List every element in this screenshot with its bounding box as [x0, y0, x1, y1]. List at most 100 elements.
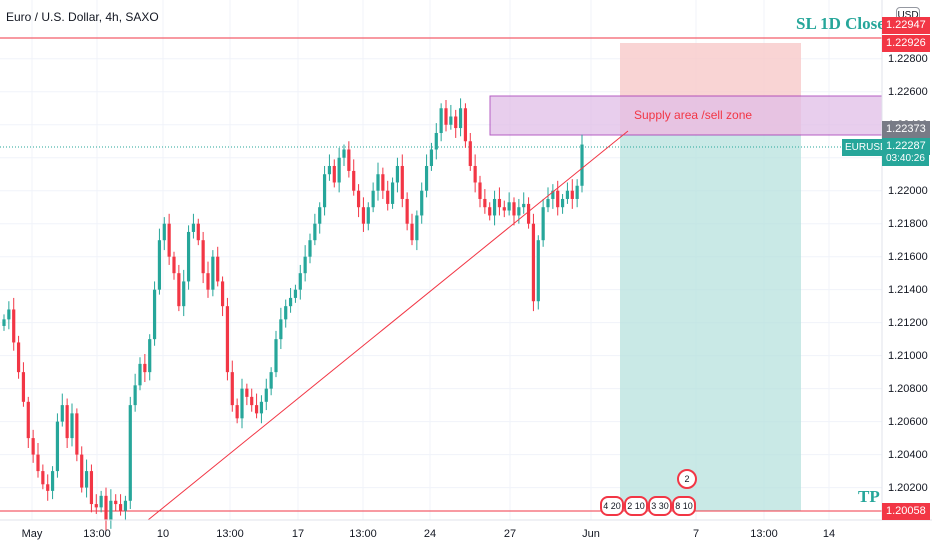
candle-body — [7, 309, 11, 320]
price-tag-last: 1.22287 — [882, 138, 930, 155]
sl-label: SL 1D Close — [796, 14, 885, 33]
time-tick-label: 14 — [822, 528, 836, 540]
candle-body — [434, 132, 438, 150]
event-marker[interactable]: 8 10 — [672, 496, 696, 516]
candle-body — [177, 273, 181, 307]
candle-body — [318, 207, 322, 224]
candle-body — [541, 207, 545, 241]
candle-body — [26, 401, 30, 439]
price-tag-zone: 1.22373 — [882, 121, 930, 138]
candle-body — [250, 396, 254, 406]
supply-zone-label: Supply area /sell zone — [634, 108, 753, 122]
price-tick-label: 1.21600 — [888, 250, 928, 263]
event-marker[interactable]: 2 10 — [624, 496, 648, 516]
candle-body — [390, 182, 395, 204]
candle-body — [556, 190, 560, 208]
candle-body — [80, 454, 84, 488]
candle-body — [84, 471, 89, 488]
candle-body — [230, 372, 234, 406]
candle-body — [405, 198, 409, 224]
price-tick-label: 1.20600 — [888, 415, 928, 428]
candle-body — [31, 438, 35, 455]
candle-body — [410, 223, 414, 241]
candle-body — [497, 198, 502, 208]
price-tick-label: 1.21200 — [888, 316, 928, 329]
candle-body — [196, 223, 200, 241]
candle-body — [269, 372, 273, 389]
candle-body — [531, 223, 536, 302]
tp-label: TP — [858, 487, 880, 506]
event-marker[interactable]: 4 20 — [600, 496, 624, 516]
candle-body — [483, 198, 487, 208]
candle-body — [254, 405, 259, 414]
candle-body — [128, 405, 132, 501]
candle-body — [172, 256, 176, 274]
candle-body — [264, 388, 268, 402]
symbol-tag: EURUSD — [842, 139, 891, 156]
candle-body — [429, 149, 434, 166]
price-tick-label: 1.22000 — [888, 184, 928, 197]
candle-body — [182, 281, 186, 307]
time-tick-label: 24 — [423, 528, 437, 540]
price-tick-label: 1.20800 — [888, 382, 928, 395]
price-tick-label: 1.20200 — [888, 481, 928, 494]
candle-body — [148, 339, 152, 373]
candle-body — [55, 421, 60, 472]
candle-body — [551, 190, 555, 199]
candle-body — [138, 363, 142, 386]
candle-body — [162, 223, 166, 241]
candle-body — [507, 202, 511, 211]
candle-body — [565, 190, 570, 199]
candle-body — [274, 339, 278, 373]
price-tag-sl: 1.22926 — [882, 35, 930, 52]
candle-body — [65, 405, 69, 439]
candle-body — [371, 190, 375, 208]
candle-body — [303, 256, 307, 274]
candle-body — [415, 215, 419, 241]
time-tick-label: 13:00 — [83, 528, 111, 540]
candle-body — [536, 240, 540, 302]
candle-body — [424, 165, 429, 191]
candle-body — [191, 223, 196, 232]
candle-body — [2, 319, 6, 326]
time-tick-label: 13:00 — [750, 528, 778, 540]
candle-body — [21, 372, 26, 402]
candle-body — [492, 198, 497, 216]
candle-body — [109, 500, 113, 521]
candle-body — [99, 495, 103, 508]
candle-body — [240, 388, 244, 419]
candle-body — [580, 144, 584, 186]
price-tick-label: 1.21800 — [888, 217, 928, 230]
candle-body — [463, 108, 468, 142]
candle-body — [488, 207, 492, 216]
candle-body — [327, 165, 332, 175]
event-marker[interactable]: 3 30 — [648, 496, 672, 516]
candle-body — [546, 198, 550, 208]
candle-body — [347, 149, 351, 171]
candle-body — [279, 319, 283, 340]
candle-body — [186, 231, 191, 282]
price-tick-label: 1.21000 — [888, 349, 928, 362]
time-tick-label: 27 — [503, 528, 517, 540]
candle-body — [352, 170, 356, 191]
candle-body — [361, 207, 366, 224]
candle-body — [444, 108, 448, 125]
candle-body — [118, 504, 123, 511]
candle-body — [94, 504, 98, 508]
candle-body — [356, 190, 361, 208]
candle-body — [342, 149, 346, 158]
candle-body — [60, 405, 64, 422]
event-marker-top[interactable]: 2 — [677, 469, 697, 489]
trendline[interactable] — [147, 130, 629, 521]
price-tick-label: 1.21400 — [888, 283, 928, 296]
candle-body — [575, 185, 579, 199]
candle-body — [216, 256, 220, 282]
time-tick-label: 13:00 — [216, 528, 244, 540]
candle-body — [512, 202, 516, 216]
candle-body — [36, 454, 40, 472]
candle-body — [454, 116, 458, 129]
candle-body — [478, 182, 482, 199]
price-tag-tp: 1.20058 — [882, 503, 930, 520]
candle-body — [220, 281, 225, 307]
